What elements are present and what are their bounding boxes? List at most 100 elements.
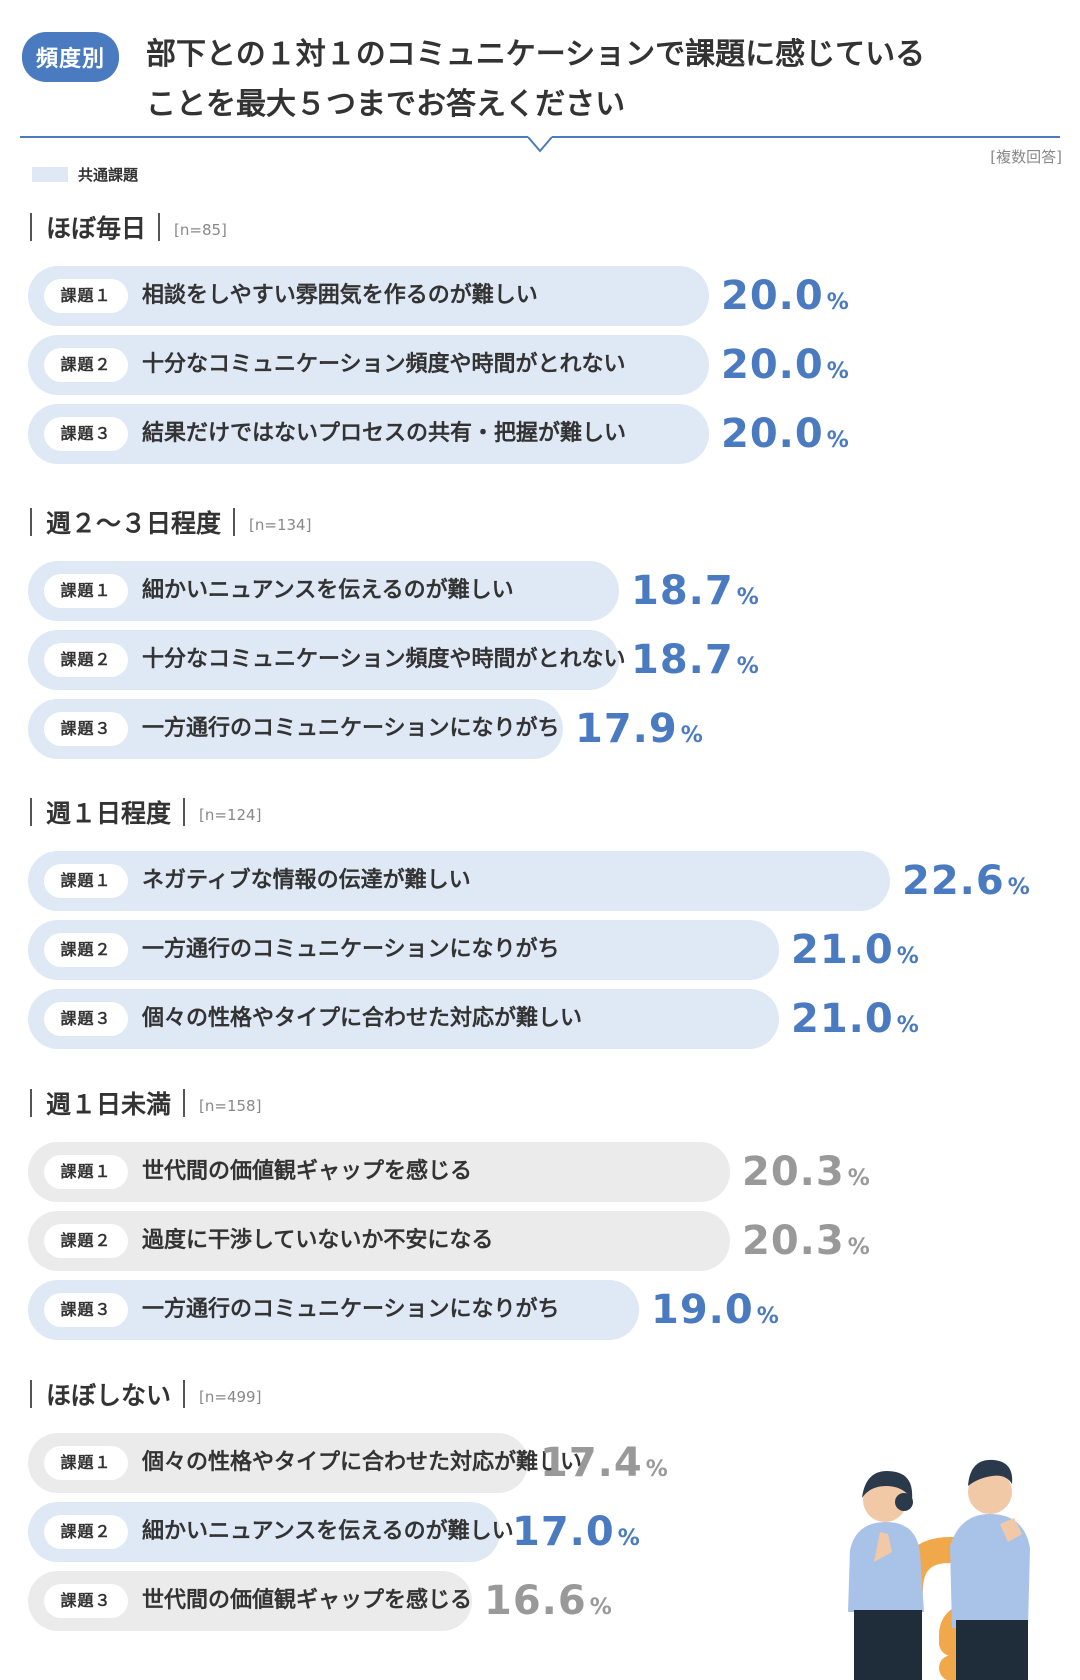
legend-label: 共通課題 [78,166,139,184]
rank-badge: 課題２ [44,1224,128,1258]
group-frequency-label: 週１日程度 [46,799,172,828]
group-heading: ほぼ毎日 [n=85] [30,210,227,244]
percent-unit: % [826,290,849,315]
rank-badge: 課題１ [44,1155,128,1189]
rank-badge: 課題２ [44,933,128,967]
group-heading-bar [30,213,32,241]
group-frequency-label: 週２〜３日程度 [46,509,222,538]
group-sample-size: [n=85] [174,221,227,239]
chart-bar: 課題１ ネガティブな情報の伝達が難しい [28,851,890,911]
bar-label: 十分なコミュニケーション頻度や時間がとれない [142,352,626,377]
group-heading-bar [183,1380,186,1408]
bar-label: 世代間の価値観ギャップを感じる [142,1588,473,1613]
data-value: 17.4 [540,1440,643,1486]
data-label: 16.6% [484,1571,612,1631]
bar-label: 一方通行のコミュニケーションになりがち [142,716,560,741]
percent-unit: % [847,1166,870,1191]
data-label: 21.0% [791,920,919,980]
chart-bar: 課題３ 個々の性格やタイプに合わせた対応が難しい [28,989,779,1049]
group-frequency-label: ほぼ毎日 [46,214,147,243]
chart-bar: 課題２ 一方通行のコミュニケーションになりがち [28,920,779,980]
group-heading-bar [30,1380,32,1408]
data-value: 21.0 [791,996,894,1042]
percent-unit: % [645,1457,668,1482]
data-value: 22.6 [902,858,1005,904]
rank-badge: 課題１ [44,574,128,608]
title-line-1: 部下との１対１のコミュニケーションで課題に感じている [146,37,926,72]
legend: 共通課題 [32,164,138,185]
data-label: 20.0% [721,404,849,464]
bar-label: 十分なコミュニケーション頻度や時間がとれない [142,647,626,672]
chart-bar: 課題２ 細かいニュアンスを伝えるのが難しい [28,1502,514,1562]
group-heading: 週２〜３日程度 [n=134] [30,505,311,539]
rank-badge: 課題２ [44,348,128,382]
bar-label: 世代間の価値観ギャップを感じる [142,1159,473,1184]
percent-unit: % [736,585,759,610]
bar-label: 過度に干渉していないか不安になる [142,1228,494,1253]
bar-label: 一方通行のコミュニケーションになりがち [142,937,560,962]
rank-badge: 課題３ [44,417,128,451]
percent-unit: % [680,723,703,748]
data-label: 21.0% [791,989,919,1049]
chart-bar: 課題３ 世代間の価値観ギャップを感じる [28,1571,472,1631]
group-sample-size: [n=499] [199,1388,262,1406]
rank-badge: 課題１ [44,279,128,313]
data-label: 20.0% [721,266,849,326]
chart-bar: 課題１ 相談をしやすい雰囲気を作るのが難しい [28,266,709,326]
bar-label: 結果だけではないプロセスの共有・把握が難しい [142,421,627,446]
chart-bar: 課題２ 過度に干渉していないか不安になる [28,1211,730,1271]
chart-bar: 課題３ 一方通行のコミュニケーションになりがち [28,1280,639,1340]
percent-unit: % [896,1013,919,1038]
rank-badge: 課題２ [44,643,128,677]
group-frequency-label: ほぼしない [46,1381,172,1410]
group-heading-bar [30,508,32,536]
chart-bar: 課題２ 十分なコミュニケーション頻度や時間がとれない [28,335,709,395]
group-frequency-label: 週１日未満 [46,1090,172,1119]
page-title: 部下との１対１のコミュニケーションで課題に感じている ことを最大５つまでお答えく… [146,30,1046,130]
frequency-tag: 頻度別 [22,32,120,82]
data-value: 20.0 [721,411,824,457]
percent-unit: % [756,1304,779,1329]
rank-badge: 課題３ [44,1584,128,1618]
group-sample-size: [n=158] [199,1097,262,1115]
data-value: 20.3 [742,1149,845,1195]
chart-bar: 課題３ 結果だけではないプロセスの共有・把握が難しい [28,404,709,464]
group-heading: 週１日程度 [n=124] [30,795,261,829]
rank-badge: 課題３ [44,712,128,746]
multiple-answer-note: [複数回答] [990,148,1062,166]
data-value: 17.9 [575,706,678,752]
percent-unit: % [826,359,849,384]
rank-badge: 課題３ [44,1002,128,1036]
divider-notch-icon [528,136,552,153]
data-label: 18.7% [631,630,759,690]
bar-label: 細かいニュアンスを伝えるのが難しい [142,1519,514,1544]
percent-unit: % [826,428,849,453]
data-label: 20.0% [721,335,849,395]
group-heading-bar [30,798,32,826]
data-value: 16.6 [484,1578,587,1624]
data-value: 21.0 [791,927,894,973]
thinking-people-illustration [848,1459,1030,1680]
group-heading: 週１日未満 [n=158] [30,1086,261,1120]
data-value: 20.3 [742,1218,845,1264]
chart-bar: 課題１ 世代間の価値観ギャップを感じる [28,1142,730,1202]
group-heading: ほぼしない [n=499] [30,1377,261,1411]
group-heading-bar [183,1089,186,1117]
data-label: 17.4% [540,1433,668,1493]
percent-unit: % [617,1526,640,1551]
rank-badge: 課題３ [44,1293,128,1327]
data-value: 18.7 [631,637,734,683]
group-heading-bar [30,1089,32,1117]
percent-unit: % [589,1595,612,1620]
data-value: 20.0 [721,342,824,388]
legend-swatch [32,167,68,182]
bar-label: 一方通行のコミュニケーションになりがち [142,1297,560,1322]
group-heading-bar [183,798,186,826]
data-label: 20.3% [742,1142,870,1202]
percent-unit: % [1007,875,1030,900]
group-sample-size: [n=124] [199,806,262,824]
percent-unit: % [736,654,759,679]
bar-label: 個々の性格やタイプに合わせた対応が難しい [142,1006,583,1031]
title-line-2: ことを最大５つまでお答えください [146,87,626,122]
